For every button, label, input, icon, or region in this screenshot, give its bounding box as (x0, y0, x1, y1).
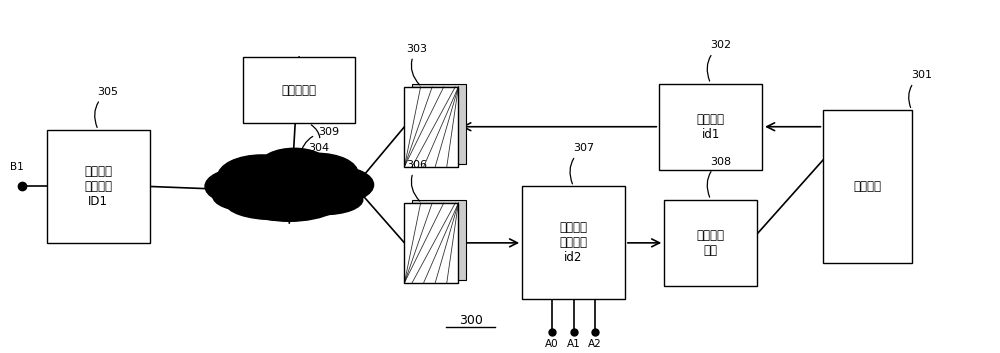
Text: 远程控制
计算单元
ID1: 远程控制 计算单元 ID1 (84, 165, 112, 208)
Text: 309: 309 (300, 127, 339, 157)
FancyBboxPatch shape (412, 84, 466, 164)
Text: 301: 301 (909, 70, 932, 108)
Ellipse shape (218, 155, 306, 198)
FancyBboxPatch shape (659, 84, 762, 170)
Text: 307: 307 (570, 143, 594, 184)
Ellipse shape (226, 186, 324, 220)
Text: 本地控制
计算单元
id2: 本地控制 计算单元 id2 (560, 221, 588, 264)
FancyBboxPatch shape (664, 200, 757, 286)
Text: A2: A2 (588, 339, 602, 349)
Text: A0: A0 (545, 339, 559, 349)
Ellipse shape (284, 185, 363, 215)
Text: 受控系统: 受控系统 (854, 180, 882, 193)
FancyBboxPatch shape (522, 186, 625, 299)
Text: B1: B1 (10, 162, 24, 172)
FancyBboxPatch shape (243, 57, 355, 124)
FancyBboxPatch shape (404, 87, 458, 167)
Text: A1: A1 (567, 339, 580, 349)
Ellipse shape (205, 168, 280, 205)
Text: 308: 308 (707, 156, 731, 197)
FancyBboxPatch shape (823, 110, 912, 263)
Text: 300: 300 (459, 314, 483, 327)
Ellipse shape (226, 158, 353, 221)
Text: 305: 305 (95, 87, 118, 127)
Text: 304: 304 (308, 125, 329, 153)
Text: 监测单元
id1: 监测单元 id1 (697, 113, 725, 141)
Text: 303: 303 (406, 44, 427, 85)
Text: 控制执行
单元: 控制执行 单元 (697, 229, 725, 257)
Ellipse shape (213, 181, 287, 211)
Text: 302: 302 (707, 40, 731, 81)
Ellipse shape (299, 167, 374, 203)
FancyBboxPatch shape (404, 203, 458, 283)
Text: 306: 306 (406, 160, 427, 201)
Ellipse shape (276, 153, 358, 193)
FancyBboxPatch shape (412, 201, 466, 280)
Ellipse shape (260, 148, 328, 181)
FancyBboxPatch shape (47, 130, 150, 243)
Text: 通信服务器: 通信服务器 (282, 84, 317, 97)
